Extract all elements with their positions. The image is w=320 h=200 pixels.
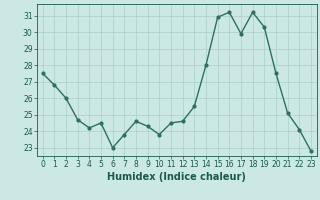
- X-axis label: Humidex (Indice chaleur): Humidex (Indice chaleur): [108, 172, 246, 182]
